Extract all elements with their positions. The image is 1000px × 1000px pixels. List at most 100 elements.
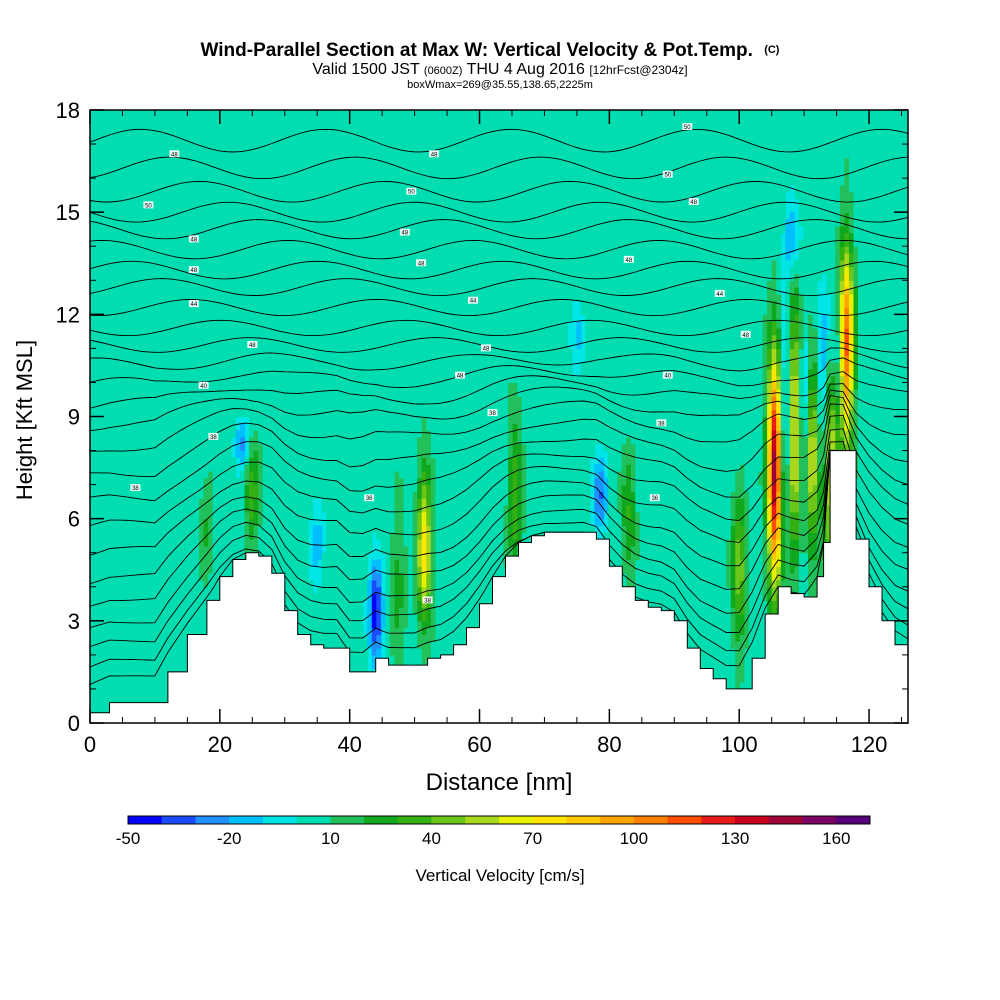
subtitle-date: THU 4 Aug 2016 <box>467 61 585 78</box>
velocity-cell <box>208 539 214 547</box>
velocity-cell <box>226 287 232 295</box>
velocity-cell <box>321 607 327 615</box>
velocity-cell <box>162 586 168 595</box>
velocity-cell <box>208 416 214 424</box>
velocity-cell <box>90 607 96 615</box>
velocity-cell <box>335 423 341 431</box>
velocity-cell <box>99 682 105 690</box>
velocity-cell <box>190 532 196 540</box>
velocity-cell <box>140 171 146 179</box>
velocity-cell <box>203 116 209 125</box>
velocity-cell <box>208 171 214 179</box>
velocity-cell <box>249 157 255 166</box>
velocity-cell <box>103 430 109 438</box>
velocity-cell <box>312 314 318 322</box>
velocity-cell <box>117 348 123 356</box>
velocity-cell <box>276 164 282 172</box>
velocity-cell <box>226 321 232 329</box>
velocity-cell <box>99 225 105 234</box>
velocity-cell <box>180 477 186 486</box>
velocity-cell <box>176 212 182 220</box>
velocity-cell <box>108 443 114 452</box>
velocity-cell <box>90 389 96 397</box>
velocity-cell <box>203 334 209 343</box>
velocity-cell <box>240 239 246 247</box>
velocity-cell <box>126 525 132 533</box>
velocity-cell <box>158 450 164 458</box>
velocity-cell <box>271 471 277 479</box>
velocity-cell <box>212 246 218 254</box>
velocity-cell <box>180 409 186 418</box>
velocity-cell <box>221 259 227 268</box>
velocity-cell <box>90 688 96 697</box>
velocity-cell <box>312 593 318 601</box>
velocity-cell <box>149 620 155 629</box>
velocity-cell <box>203 130 209 138</box>
velocity-cell <box>144 178 150 186</box>
velocity-cell <box>135 157 141 166</box>
velocity-cell <box>199 443 205 452</box>
velocity-cell <box>230 266 236 275</box>
velocity-cell <box>162 545 168 554</box>
velocity-cell <box>126 164 132 172</box>
velocity-cell <box>144 614 150 622</box>
velocity-cell <box>167 586 173 595</box>
velocity-cell <box>253 539 259 547</box>
velocity-cell <box>240 212 246 220</box>
velocity-cell <box>140 607 146 615</box>
velocity-cell <box>258 430 264 438</box>
velocity-cell <box>290 212 296 220</box>
velocity-cell <box>171 280 177 288</box>
velocity-cell <box>276 566 282 574</box>
velocity-cell <box>203 287 209 295</box>
velocity-cell <box>144 164 150 172</box>
velocity-cell <box>167 293 173 302</box>
velocity-cell <box>180 321 186 329</box>
velocity-cell <box>121 600 127 608</box>
velocity-cell <box>130 123 136 131</box>
velocity-cell <box>235 150 241 159</box>
velocity-cell <box>330 559 336 567</box>
velocity-cell <box>99 253 105 261</box>
velocity-cell <box>267 110 273 118</box>
velocity-cell <box>294 280 300 288</box>
velocity-cell <box>117 450 123 458</box>
velocity-cell <box>212 348 218 356</box>
velocity-cell <box>303 198 309 206</box>
velocity-cell <box>158 675 164 683</box>
velocity-cell <box>158 164 164 172</box>
velocity-cell <box>180 280 186 288</box>
velocity-cell <box>149 396 155 404</box>
velocity-cell <box>108 287 114 295</box>
velocity-cell <box>162 144 168 152</box>
velocity-cell <box>144 307 150 315</box>
velocity-cell <box>321 573 327 581</box>
velocity-cell <box>176 436 182 445</box>
velocity-cell <box>294 328 300 336</box>
velocity-cell <box>267 280 273 288</box>
velocity-cell <box>330 225 336 234</box>
velocity-cell <box>308 157 314 166</box>
velocity-cell <box>176 300 182 309</box>
velocity-cell <box>326 123 332 131</box>
velocity-cell <box>267 205 273 213</box>
velocity-cell <box>149 130 155 138</box>
velocity-cell <box>212 205 218 213</box>
velocity-cell <box>253 205 259 213</box>
velocity-cell <box>90 130 96 138</box>
velocity-cell <box>135 212 141 220</box>
velocity-cell <box>180 559 186 567</box>
velocity-cell <box>317 130 323 138</box>
velocity-cell <box>253 225 259 234</box>
velocity-cell <box>140 266 146 275</box>
velocity-cell <box>253 423 259 431</box>
velocity-cell <box>126 150 132 159</box>
velocity-cell <box>285 123 291 131</box>
velocity-cell <box>117 314 123 322</box>
velocity-cell <box>103 416 109 424</box>
velocity-cell <box>303 293 309 302</box>
velocity-cell <box>240 355 246 363</box>
velocity-cell <box>121 477 127 486</box>
velocity-cell <box>308 246 314 254</box>
velocity-cell <box>330 164 336 172</box>
